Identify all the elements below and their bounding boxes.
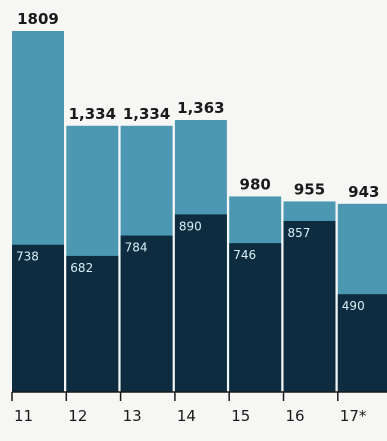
bar-inner-16 <box>283 220 336 392</box>
total-value-label: 943 <box>348 183 379 201</box>
x-tick-label: 12 <box>68 407 87 425</box>
bar-inner-12 <box>66 255 119 392</box>
inner-value-label: 784 <box>125 241 148 255</box>
x-tick-label: 11 <box>14 407 33 425</box>
total-value-label: 1,363 <box>177 99 224 117</box>
inner-bars <box>12 214 387 392</box>
inner-value-label: 682 <box>70 261 93 275</box>
bar-inner-13 <box>120 235 173 392</box>
x-tick-label: 15 <box>231 407 250 425</box>
total-value-label: 955 <box>294 180 325 198</box>
total-value-label: 1,334 <box>123 105 170 123</box>
total-value-label: 1809 <box>17 10 59 28</box>
inner-value-label: 857 <box>288 226 311 240</box>
bar-inner-11 <box>12 244 64 392</box>
x-tick-label: 16 <box>286 407 305 425</box>
x-tick-label: 14 <box>177 407 196 425</box>
bar-inner-17* <box>337 294 387 392</box>
inner-value-label: 890 <box>179 219 202 233</box>
inner-value-label: 490 <box>342 299 365 313</box>
x-axis-ticks <box>11 392 339 401</box>
total-value-labels: 1809 1,334 1,334 1,363 980 955 943 <box>17 10 379 201</box>
x-tick-label: 17* <box>340 407 367 425</box>
x-tick-label: 13 <box>123 407 142 425</box>
bar-inner-14 <box>174 214 227 392</box>
inner-value-label: 738 <box>16 250 39 264</box>
total-value-label: 980 <box>240 175 271 193</box>
total-value-label: 1,334 <box>69 105 116 123</box>
bar-inner-15 <box>229 243 282 392</box>
inner-value-labels: 738 682 784 890 746 857 490 <box>16 219 365 313</box>
inner-value-label: 746 <box>233 248 256 262</box>
x-axis-tick-labels: 11 12 13 14 15 16 17* <box>14 407 367 425</box>
